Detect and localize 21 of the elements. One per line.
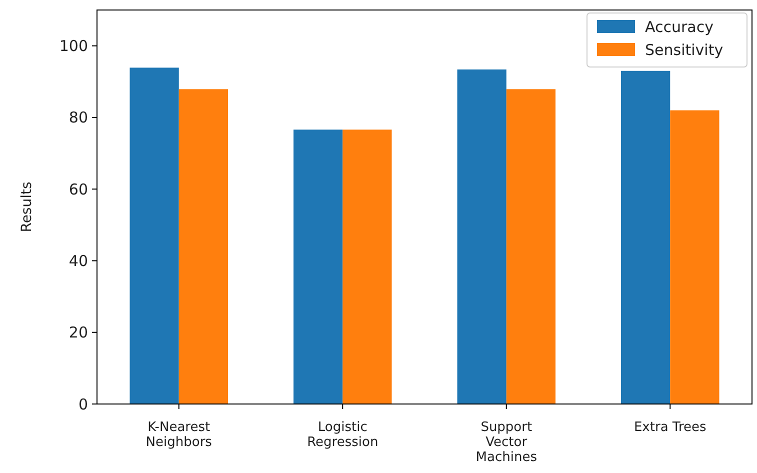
legend-label: Accuracy [645,18,714,36]
y-axis-title: Results [19,182,35,232]
bar [670,110,720,404]
bar [621,70,670,404]
bar [506,89,556,404]
legend-label: Sensitivity [645,41,724,59]
bar [130,68,179,404]
bar [294,130,343,404]
x-tick-label: K-Nearest Neighbors [146,420,212,450]
x-tick-label: Logistic Regression [307,420,378,450]
x-tick-label: Extra Trees [634,420,706,435]
y-tick-label: 20 [68,324,88,342]
y-tick-label: 60 [68,180,88,198]
y-tick-label: 0 [78,395,88,414]
y-tick-label: 40 [68,252,88,270]
x-tick-label: Support Vector Machines [476,420,538,465]
y-tick-label: 100 [59,37,88,56]
bar [178,89,228,404]
y-tick-label: 80 [68,108,88,127]
bar [342,130,392,404]
bar [457,69,506,404]
